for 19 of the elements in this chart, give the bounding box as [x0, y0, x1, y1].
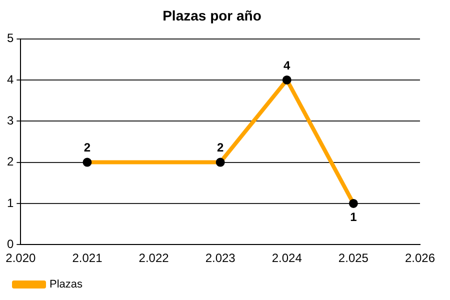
- data-label: 2: [84, 140, 91, 155]
- y-tick-label: 3: [6, 113, 14, 128]
- x-tick-label: 2.021: [72, 251, 103, 266]
- y-tick-label: 0: [6, 236, 14, 251]
- legend-label: Plazas: [50, 278, 84, 291]
- y-tick-label: 5: [6, 31, 14, 46]
- x-tick-label: 2.026: [404, 251, 436, 266]
- data-label: 1: [350, 210, 358, 224]
- y-tick-label: 4: [6, 72, 14, 86]
- y-tick-label: 2: [6, 154, 14, 169]
- x-tick-label: 2.025: [338, 251, 369, 266]
- x-tick-label: 2.023: [205, 251, 236, 266]
- data-label: 2: [216, 140, 224, 155]
- y-tick-label: 1: [6, 196, 14, 210]
- data-label: 4: [284, 58, 291, 72]
- x-tick-label: 2.024: [272, 251, 302, 266]
- chart-title: Plazas por año: [162, 7, 262, 24]
- x-tick-label: 2.022: [138, 251, 170, 266]
- x-tick-label: 2.020: [6, 251, 36, 266]
